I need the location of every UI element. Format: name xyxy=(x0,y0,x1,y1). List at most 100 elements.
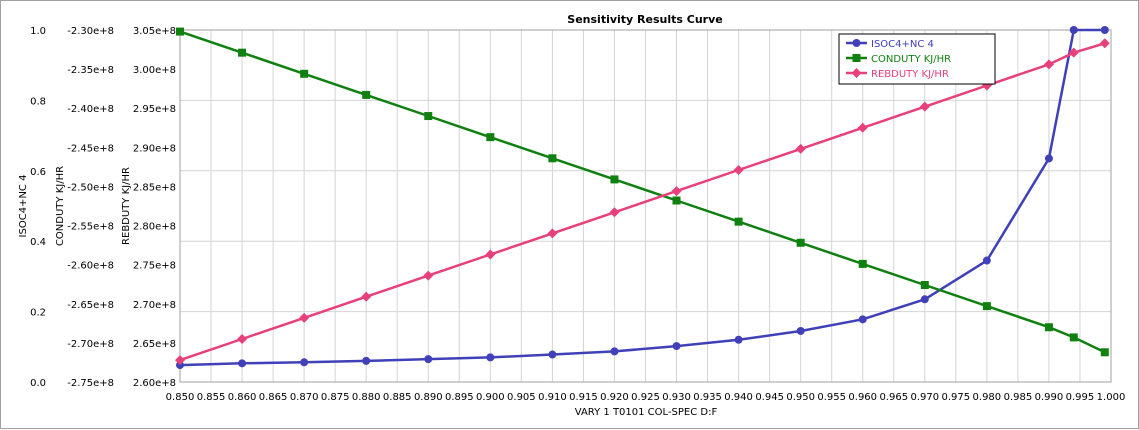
data-point-circle xyxy=(858,315,867,324)
data-point-square xyxy=(424,112,433,121)
y-tick-label: -2.60e+8 xyxy=(67,261,114,272)
y-tick-label: -2.75e+8 xyxy=(67,378,114,389)
data-point-diamond xyxy=(795,143,806,154)
data-point-square xyxy=(610,175,619,184)
y-axis-label: REBDUTY KJ/HR xyxy=(121,167,132,245)
plot-area-border xyxy=(179,29,1112,383)
chart-title: Sensitivity Results Curve xyxy=(567,13,722,26)
y-tick-label: -2.50e+8 xyxy=(67,182,114,193)
x-tick-label: 0.900 xyxy=(476,392,505,403)
y-tick-label: 2.95e+8 xyxy=(133,104,176,115)
y-tick-label: 2.75e+8 xyxy=(133,261,176,272)
x-tick-label: 0.885 xyxy=(383,392,412,403)
x-tick-label: 0.935 xyxy=(693,392,722,403)
series-line xyxy=(179,42,1106,362)
y-tick-label: 3.00e+8 xyxy=(133,65,176,76)
data-point-circle xyxy=(852,39,861,47)
data-point-circle xyxy=(796,326,805,335)
x-tick-label: 0.970 xyxy=(910,392,939,403)
data-point-diamond xyxy=(237,333,248,344)
data-point-diamond xyxy=(1043,59,1054,70)
data-point-diamond xyxy=(609,207,620,218)
y-tick-label: -2.70e+8 xyxy=(67,339,114,350)
data-point-circle xyxy=(548,350,557,359)
x-tick-label: 0.995 xyxy=(1066,392,1095,403)
x-tick-label: 0.850 xyxy=(166,392,195,403)
y-tick-label: -2.35e+8 xyxy=(67,65,114,76)
data-point-square xyxy=(858,259,867,268)
series-circle xyxy=(176,26,1109,370)
y-tick-label: 2.70e+8 xyxy=(133,300,176,311)
x-tick-label: 0.875 xyxy=(321,392,350,403)
data-point-square xyxy=(672,196,681,205)
y-tick-label: -2.30e+8 xyxy=(67,26,114,37)
y-tick-label: -2.65e+8 xyxy=(67,300,114,311)
y-tick-label: 0.4 xyxy=(30,237,46,248)
data-point-circle xyxy=(300,358,309,367)
x-tick-label: 0.945 xyxy=(755,392,784,403)
series-group xyxy=(175,26,1110,370)
y-tick-label: 1.0 xyxy=(30,26,46,37)
x-tick-label: 0.855 xyxy=(197,392,226,403)
x-tick-label: 0.870 xyxy=(290,392,319,403)
x-tick-label: 0.880 xyxy=(352,392,381,403)
data-point-square xyxy=(1069,333,1078,342)
data-point-circle xyxy=(486,353,495,362)
x-axis-ticks: 0.850 0.855 0.860 0.865 0.870 0.875 0.880 0.885… xyxy=(166,392,1126,403)
data-point-circle xyxy=(982,256,991,265)
x-tick-label: 0.980 xyxy=(973,392,1002,403)
data-point-circle xyxy=(238,359,247,368)
y-tick-label: 0.2 xyxy=(30,308,46,319)
data-point-diamond xyxy=(175,355,185,366)
data-point-square xyxy=(362,90,371,99)
y-axis-label: CONDUTY KJ/HR xyxy=(55,166,66,246)
data-point-circle xyxy=(1069,26,1078,34)
x-tick-label: 1.000 xyxy=(1097,392,1126,403)
data-point-circle xyxy=(672,342,681,351)
x-tick-label: 0.985 xyxy=(1004,392,1033,403)
x-tick-label: 0.865 xyxy=(259,392,288,403)
data-point-square xyxy=(982,302,991,311)
x-tick-label: 0.910 xyxy=(538,392,567,403)
y-tick-label: -2.45e+8 xyxy=(67,143,114,154)
x-tick-label: 0.895 xyxy=(445,392,474,403)
chart-legend: ISOC4+NC 4 CONDUTY KJ/HR REBDUTY KJ/HR xyxy=(838,33,996,85)
y-tick-label: 2.80e+8 xyxy=(133,222,176,233)
data-point-diamond xyxy=(857,122,868,133)
data-point-square xyxy=(548,154,557,163)
x-tick-label: 0.975 xyxy=(942,392,971,403)
data-point-square xyxy=(1044,323,1053,332)
data-point-circle xyxy=(362,356,371,365)
data-point-square xyxy=(238,48,247,57)
data-point-circle xyxy=(1044,154,1053,163)
y-tick-label: 2.90e+8 xyxy=(133,143,176,154)
data-point-square xyxy=(796,238,805,247)
series-square xyxy=(176,27,1109,357)
x-tick-label: 0.940 xyxy=(724,392,753,403)
x-tick-label: 0.920 xyxy=(600,392,629,403)
data-point-square xyxy=(734,217,743,226)
x-tick-label: 0.965 xyxy=(879,392,908,403)
legend-label: REBDUTY KJ/HR xyxy=(871,69,949,80)
data-point-diamond xyxy=(1099,38,1110,49)
legend-label: CONDUTY KJ/HR xyxy=(871,54,951,65)
x-tick-label: 0.915 xyxy=(569,392,598,403)
y-tick-label: 2.85e+8 xyxy=(133,182,176,193)
x-axis-label: VARY 1 T0101 COL-SPEC D:F xyxy=(575,407,718,418)
data-point-square xyxy=(852,54,861,62)
data-point-diamond xyxy=(851,68,862,78)
data-point-diamond xyxy=(1068,47,1079,58)
data-point-circle xyxy=(1100,26,1109,34)
data-point-diamond xyxy=(299,312,310,323)
x-tick-label: 0.950 xyxy=(786,392,815,403)
data-point-square xyxy=(1100,348,1109,357)
x-tick-label: 0.860 xyxy=(228,392,257,403)
y-axes: 1.0 0.8 0.6 0.4 0.2 0.0 ISOC4+NC 4 -2.30e+8 -2.3… xyxy=(18,26,176,389)
x-tick-label: 0.955 xyxy=(817,392,846,403)
data-point-circle xyxy=(610,347,619,356)
data-point-circle xyxy=(176,361,184,370)
data-point-diamond xyxy=(361,291,372,302)
y-tick-label: 0.0 xyxy=(30,378,46,389)
